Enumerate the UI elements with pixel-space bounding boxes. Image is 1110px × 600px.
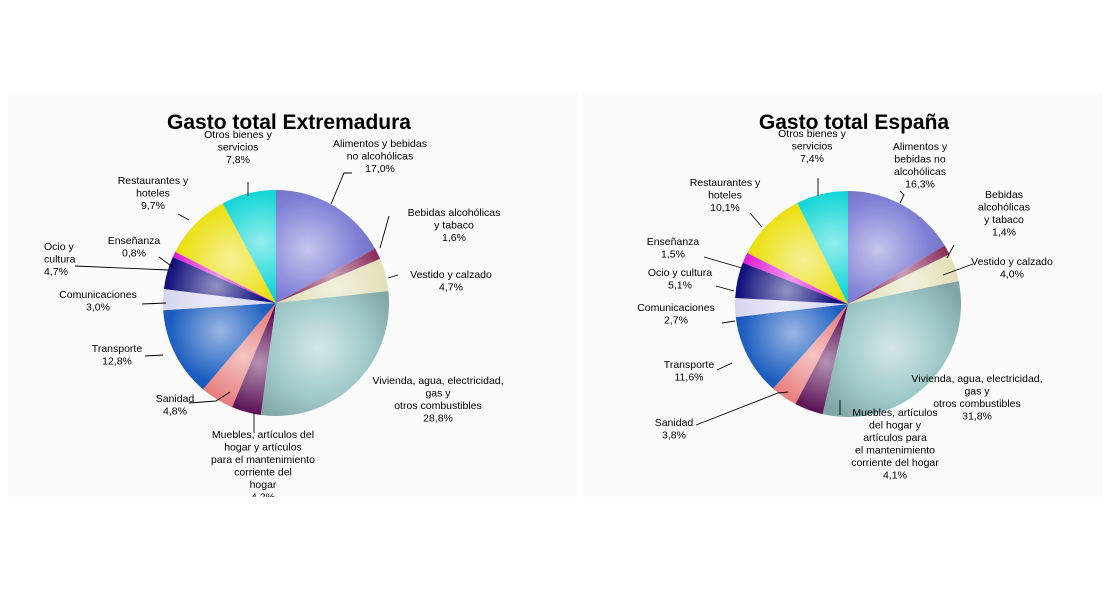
slice-label-ocio-y-cultura: Ocio y cultura 5,1% (648, 267, 712, 292)
pie-chart-espana: Gasto total España Alimentos y bebidas no… (637, 111, 1053, 482)
pie-slice-ensenanza (172, 251, 276, 303)
pie-slice-comunicaciones (735, 297, 848, 318)
chart-title: Gasto total Extremadura (167, 111, 411, 134)
leader-line (749, 212, 763, 228)
slice-label-restaurantes-y-hoteles: Restaurantes y hoteles 10,1% (690, 177, 761, 214)
slice-label-ocio-y-cultura: Ocio y cultura 4,7% (44, 241, 76, 278)
pie-slice-alimentos-y-bebidas-no-alcoholicas (276, 190, 376, 303)
leader-line (158, 256, 175, 269)
slice-label-bebidas-alcoholicas-y-tabaco: Bebidas alcohólicas y tabaco 1,4% (978, 189, 1030, 239)
pie-slice-ensenanza (742, 252, 848, 304)
pie-slice-bebidas-alcoholicas-y-tabaco (276, 248, 381, 303)
pie-slice-muebles-articulos-del-hogar-y-articulos-para-el-mantenimiento-corriente-del-hogar (232, 303, 276, 415)
pie-slice-muebles-articulos-del-hogar-y-articulos-para-el-mantenimiento-corriente-del-hogar (795, 304, 848, 415)
slice-label-alimentos-y-bebidas-no-alcoholicas: Alimentos y bebidas no alcohólicas 17,0% (333, 138, 427, 175)
leader-line (715, 285, 735, 292)
leader-line (387, 274, 399, 279)
slice-label-comunicaciones: Comunicaciones 2,7% (637, 302, 715, 327)
leader-line (141, 302, 167, 305)
pie-slice-vestido-y-calzado (276, 258, 389, 303)
leader-line (188, 391, 231, 404)
leader-line (899, 190, 905, 204)
slice-label-bebidas-alcoholicas-y-tabaco: Bebidas alcohólicas y tabaco 1,6% (408, 207, 501, 244)
chart-title: Gasto total España (759, 111, 950, 134)
pie-slice-otros-bienes-y-servicios (797, 191, 848, 304)
slice-label-vestido-y-calzado: Vestido y calzado 4,0% (971, 256, 1053, 281)
slice-label-comunicaciones: Comunicaciones 3,0% (59, 289, 137, 314)
slice-label-transporte: Transporte 12,8% (92, 343, 143, 368)
chart-panel-extremadura: Gasto total Extremadura Alimentos y bebi… (8, 92, 578, 497)
pie-chart-extremadura: Gasto total Extremadura Alimentos y bebi… (44, 111, 504, 497)
slice-label-muebles-articulos-del-hogar-y-articulos-para-el-mantenimiento-corriente-del-hogar: Muebles, artículos del hogar y artículos p… (851, 407, 939, 482)
slice-label-vestido-y-calzado: Vestido y calzado 4,7% (410, 269, 492, 294)
slice-label-vivienda-agua-electricidad-gas-y-otros-combustibles: Vivienda, agua, electricidad, gas y otros … (911, 373, 1042, 423)
pie-slice-transporte (163, 303, 276, 390)
pie-slice-ocio-y-cultura (735, 262, 848, 304)
pie-slice-sanidad (203, 303, 276, 408)
slice-label-otros-bienes-y-servicios: Otros bienes y servicios 7,8% (204, 129, 272, 166)
leader-line (703, 256, 743, 269)
leader-line (942, 263, 974, 276)
leader-line (74, 265, 169, 271)
pie-slice-bebidas-alcoholicas-y-tabaco (848, 245, 950, 304)
pie-slice-restaurantes-y-hoteles (747, 203, 848, 304)
slice-label-sanidad: Sanidad 3,8% (655, 417, 694, 442)
leader-line (721, 320, 736, 324)
slice-label-ensenanza: Enseñanza 1,5% (647, 236, 700, 261)
slice-label-otros-bienes-y-servicios: Otros bienes y servicios 7,4% (778, 128, 846, 165)
pie-slice-restaurantes-y-hoteles (175, 203, 276, 303)
slice-label-muebles-articulos-del-hogar-y-articulos-para-el-mantenimiento-corriente-del-hogar: Muebles, artículos del hogar y artículos p… (211, 429, 315, 497)
leader-line (716, 362, 733, 371)
pie-slice-vivienda-agua-electricidad-gas-y-otros-combustibles (822, 281, 961, 417)
leader-line (946, 244, 955, 259)
leader-line (144, 354, 164, 357)
leader-line (695, 391, 789, 426)
pie-slice-otros-bienes-y-servicios (222, 190, 276, 303)
pie-slice-transporte (735, 304, 848, 389)
slice-label-sanidad: Sanidad 4,8% (156, 393, 195, 418)
pie-slice-vivienda-agua-electricidad-gas-y-otros-combustibles (260, 291, 389, 417)
leader-line (177, 213, 190, 221)
slice-label-restaurantes-y-hoteles: Restaurantes y hoteles 9,7% (118, 175, 189, 212)
slice-label-ensenanza: Enseñanza 0,8% (108, 235, 161, 260)
pie-slice-sanidad (773, 304, 848, 404)
pie-slice-comunicaciones (162, 289, 276, 311)
leader-line (330, 172, 352, 205)
pie-slice-vestido-y-calzado (848, 254, 959, 304)
chart-panel-espana: Gasto total España Alimentos y bebidas no… (582, 92, 1102, 497)
slice-label-alimentos-y-bebidas-no-alcoholicas: Alimentos y bebidas no alcohólicas 16,3% (893, 141, 948, 191)
slice-label-vivienda-agua-electricidad-gas-y-otros-combustibles: Vivienda, agua, electricidad, gas y otros … (372, 375, 503, 425)
pie-slice-alimentos-y-bebidas-no-alcoholicas (848, 191, 945, 304)
pie-slice-ocio-y-cultura (163, 256, 276, 303)
leader-line (379, 215, 390, 249)
slice-label-transporte: Transporte 11,6% (664, 359, 715, 384)
